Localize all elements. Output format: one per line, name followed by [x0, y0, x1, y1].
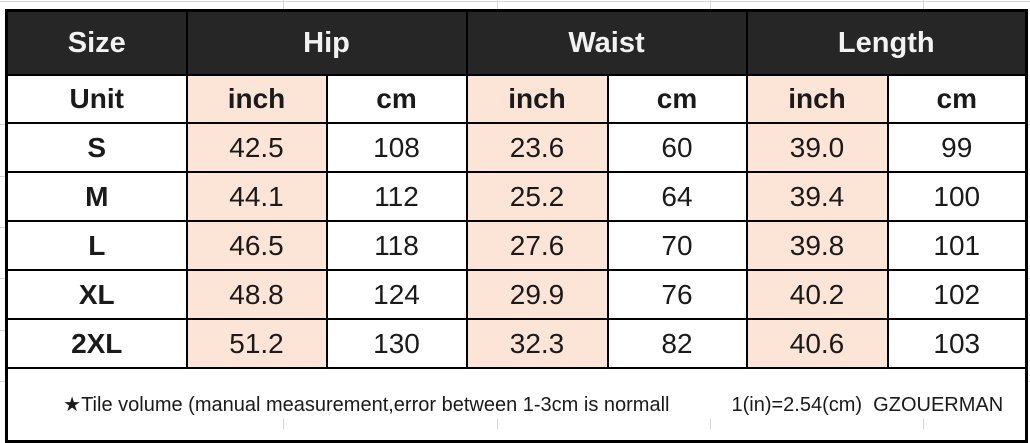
- sheet-gridline: [0, 124, 5, 125]
- size-row-label: XL: [5, 269, 188, 320]
- unit-row: Unit inch cm inch cm inch cm: [5, 74, 1028, 124]
- sheet-gridline: [0, 278, 5, 279]
- conversion-note: 1(in)=2.54(cm) GZOUERMAN: [731, 394, 1004, 416]
- waist-cm-cell: 70: [606, 220, 748, 271]
- hip-cm-cell: 112: [325, 171, 468, 222]
- header-row: Size Hip Waist Length: [5, 9, 1028, 76]
- hip-inch-cell: 46.5: [185, 220, 328, 271]
- unit-cell-length-cm: cm: [886, 74, 1028, 124]
- footer-note-row: ★Tile volume (manual measurement,error b…: [5, 367, 1028, 443]
- hip-cm-cell: 124: [325, 269, 468, 320]
- size-row-label: L: [5, 220, 188, 271]
- hip-inch-cell: 48.8: [185, 269, 328, 320]
- length-inch-cell: 39.4: [745, 171, 889, 222]
- sheet-gridline: [923, 0, 924, 9]
- waist-cm-cell: 64: [606, 171, 748, 222]
- measurement-note: ★Tile volume (manual measurement,error b…: [63, 394, 670, 416]
- sheet-gridline: [0, 1, 1030, 2]
- waist-inch-cell: 25.2: [465, 171, 609, 222]
- size-row-label: M: [5, 171, 188, 222]
- length-cm-cell: 100: [886, 171, 1028, 222]
- length-cm-cell: 103: [886, 318, 1028, 369]
- length-cm-cell: 102: [886, 269, 1028, 320]
- length-inch-cell: 39.8: [745, 220, 889, 271]
- unit-row-label: Unit: [5, 74, 188, 124]
- unit-cell-hip-inch: inch: [185, 74, 328, 124]
- sheet-gridline: [0, 176, 5, 177]
- hip-cm-cell: 130: [325, 318, 468, 369]
- hip-inch-cell: 51.2: [185, 318, 328, 369]
- waist-inch-cell: 27.6: [465, 220, 609, 271]
- length-cm-cell: 101: [886, 220, 1028, 271]
- size-row-2xl: 2XL 51.2 130 32.3 82 40.6 103: [5, 318, 1028, 369]
- size-row-m: M 44.1 112 25.2 64 39.4 100: [5, 171, 1028, 222]
- waist-cm-cell: 60: [606, 122, 748, 173]
- sheet-gridline: [283, 0, 284, 9]
- header-cell-waist: Waist: [465, 9, 748, 76]
- hip-cm-cell: 108: [325, 122, 468, 173]
- hip-inch-cell: 42.5: [185, 122, 328, 173]
- size-row-l: L 46.5 118 27.6 70 39.8 101: [5, 220, 1028, 271]
- sheet-gridline: [710, 0, 711, 9]
- sheet-gridline: [0, 330, 5, 331]
- sheet-gridline: [0, 381, 5, 382]
- length-inch-cell: 40.2: [745, 269, 889, 320]
- header-cell-size: Size: [5, 9, 188, 76]
- size-row-s: S 42.5 108 23.6 60 39.0 99: [5, 122, 1028, 173]
- header-cell-hip: Hip: [185, 9, 468, 76]
- length-inch-cell: 39.0: [745, 122, 889, 173]
- hip-cm-cell: 118: [325, 220, 468, 271]
- size-row-label: 2XL: [5, 318, 188, 369]
- unit-cell-hip-cm: cm: [325, 74, 468, 124]
- waist-cm-cell: 76: [606, 269, 748, 320]
- hip-inch-cell: 44.1: [185, 171, 328, 222]
- length-cm-cell: 99: [886, 122, 1028, 173]
- length-inch-cell: 40.6: [745, 318, 889, 369]
- size-row-xl: XL 48.8 124 29.9 76 40.2 102: [5, 269, 1028, 320]
- size-chart-table: Size Hip Waist Length Unit inch cm inch …: [5, 9, 1028, 443]
- header-cell-length: Length: [745, 9, 1028, 76]
- waist-cm-cell: 82: [606, 318, 748, 369]
- waist-inch-cell: 29.9: [465, 269, 609, 320]
- unit-cell-length-inch: inch: [745, 74, 889, 124]
- unit-cell-waist-cm: cm: [606, 74, 748, 124]
- waist-inch-cell: 32.3: [465, 318, 609, 369]
- size-row-label: S: [5, 122, 188, 173]
- footer-note-cell: ★Tile volume (manual measurement,error b…: [5, 367, 1028, 443]
- sheet-gridline: [0, 227, 5, 228]
- unit-cell-waist-inch: inch: [465, 74, 609, 124]
- waist-inch-cell: 23.6: [465, 122, 609, 173]
- sheet-gridline: [497, 0, 498, 9]
